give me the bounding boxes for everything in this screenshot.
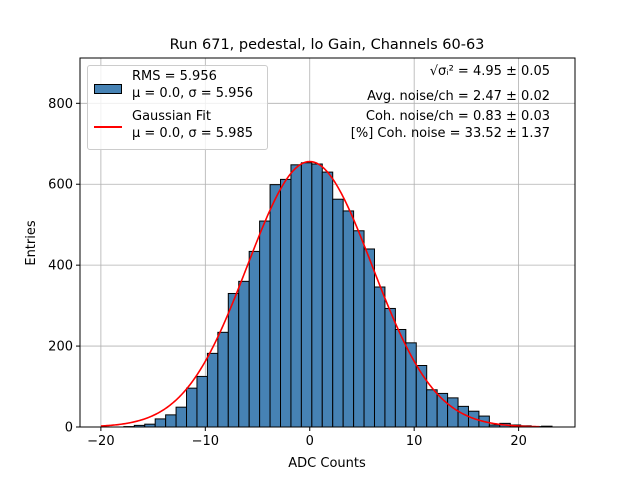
y-tick-label: 0 (65, 421, 73, 436)
histogram-bar (353, 230, 365, 428)
histogram-bar (426, 389, 438, 428)
histogram-bar (154, 418, 167, 428)
gaussian-fit-curve (100, 160, 540, 428)
sqrt-sigma-label: √σᵢ² (429, 64, 454, 79)
histogram-bar (300, 162, 313, 428)
histogram-bar (373, 286, 386, 428)
histogram-bar (342, 210, 355, 428)
annotation-coh-noise-percent: [%] Coh. noise = 33.52 ± 1.37 (350, 126, 550, 141)
histogram-bar (363, 248, 375, 428)
y-axis-label: Entries (24, 220, 39, 266)
histogram-bar (165, 414, 177, 428)
y-tick-label: 400 (48, 259, 73, 274)
histogram-bar (248, 250, 261, 428)
x-tick-label: −20 (87, 434, 114, 449)
x-tick-label: 10 (406, 434, 423, 449)
histogram-bar (384, 307, 396, 428)
histogram-bar (217, 331, 229, 428)
histogram-bar (457, 405, 469, 428)
annotation-avg-noise: Avg. noise/ch = 2.47 ± 0.02 (367, 89, 550, 104)
y-tick-label: 800 (48, 97, 73, 112)
histogram-bar (175, 406, 188, 428)
x-tick-label: 0 (306, 434, 314, 449)
x-tick-label: −10 (192, 434, 219, 449)
histogram-bar (332, 198, 344, 428)
histogram-bar (269, 184, 282, 428)
plot-frame (79, 57, 576, 428)
histogram-bar (227, 292, 240, 428)
legend-fit-line (94, 126, 122, 128)
annotation-sigma: √σᵢ² = 4.95 ± 0.05 (430, 64, 550, 79)
legend-rms-params: μ = 0.0, σ = 5.956 (132, 86, 253, 101)
y-tick-label: 200 (48, 340, 73, 355)
histogram-bar (238, 280, 250, 428)
legend-rms-patch (94, 84, 122, 94)
histogram-bar (206, 352, 219, 428)
chart-title: Run 671, pedestal, lo Gain, Channels 60-… (170, 37, 485, 53)
annotation-sigma-value: = 4.95 ± 0.05 (457, 64, 550, 79)
histogram-bar (290, 164, 302, 428)
legend-fit-params: μ = 0.0, σ = 5.985 (132, 126, 253, 141)
legend-rms-label: RMS = 5.956 (132, 69, 217, 84)
legend-fit-label: Gaussian Fit (132, 109, 212, 124)
y-tick-label: 600 (48, 178, 73, 193)
histogram-bar (186, 387, 198, 428)
x-axis-label: ADC Counts (288, 456, 366, 471)
histogram-bar (196, 375, 208, 428)
histogram-bar (321, 171, 334, 428)
histogram-bar (311, 163, 323, 428)
x-tick-label: 20 (510, 434, 527, 449)
histogram-bar (447, 397, 459, 428)
legend: RMS = 5.956 μ = 0.0, σ = 5.956 Gaussian … (87, 65, 268, 150)
histogram-bar (259, 220, 271, 428)
histogram-bar (280, 178, 292, 428)
annotation-coh-noise: Coh. noise/ch = 0.83 ± 0.03 (365, 109, 550, 124)
